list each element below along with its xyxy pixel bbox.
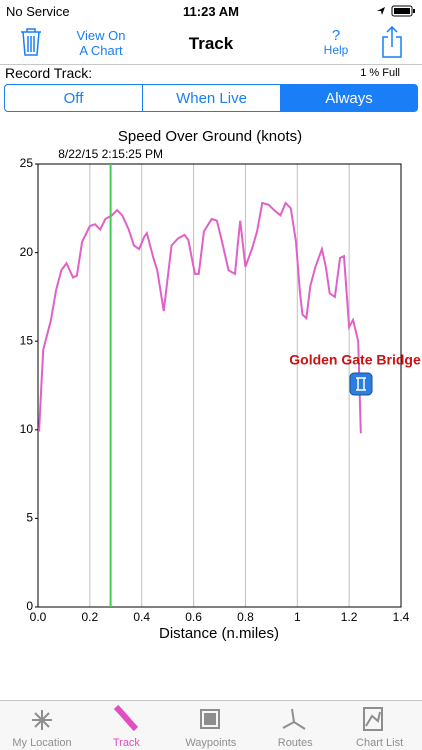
tab-item[interactable]: My Location [12,737,72,749]
x-axis-label: Distance (n.miles) [159,625,279,642]
help-icon: ? [331,27,341,44]
y-tick-label: 5 [26,511,33,525]
x-tick-label: 0.6 [185,610,202,624]
y-tick-label: 25 [20,156,34,170]
x-tick-label: 1 [294,610,301,624]
chart-title: Speed Over Ground (knots) [118,128,302,145]
carrier: No Service [6,4,70,19]
y-tick-label: 15 [20,333,34,347]
x-tick-label: 1.2 [341,610,358,624]
help-button[interactable]: ? Help [316,28,356,58]
clock: 11:23 AM [183,4,239,19]
share-button[interactable] [380,26,404,58]
segment[interactable]: Always [280,84,418,112]
speed-line [38,201,362,434]
y-tick-label: 20 [20,245,34,259]
x-tick-label: 0.8 [237,610,254,624]
segment[interactable]: Off [4,84,143,112]
tab-bar: My Location Track Waypoints Routes Chart Lis… [0,700,422,750]
x-tick-label: 1.4 [393,610,410,624]
y-tick-label: 10 [20,422,34,436]
help-label: Help [323,43,349,57]
tab-icons [32,704,383,732]
segment[interactable]: When Live [142,84,281,112]
status-icons [377,5,415,17]
cursor-label: 8/22/15 2:15:25 PM [58,147,163,161]
x-tick-label: 0.4 [133,610,150,624]
usage-label: 1 % Full [360,67,400,79]
nav-title: Track [188,34,234,53]
nav-bar: View On A Chart Track ? Help [0,22,422,65]
button-line: A Chart [79,43,123,58]
x-tick-label: 0.2 [82,610,99,624]
landmark-icon [349,372,373,396]
button-line: View On [76,28,126,43]
x-tick-label: 0.0 [30,610,47,624]
chart: Speed Over Ground (knots) Distance (n.mi… [20,128,421,642]
record-label: Record Track: [5,65,93,81]
view-on-chart-button[interactable]: View On A Chart [62,28,140,58]
trash-button[interactable] [20,28,42,56]
tab-item[interactable]: Track [112,737,140,749]
status-bar: No Service 11:23 AM [0,0,422,22]
tab-item[interactable]: Chart List [356,737,404,749]
plot-frame [37,163,402,608]
tab-item[interactable]: Waypoints [185,737,237,749]
landmark-glyph [356,377,366,391]
tab-item[interactable]: Routes [277,737,313,749]
annotation: Golden Gate Bridge [289,352,421,368]
y-tick-label: 0 [26,599,33,613]
